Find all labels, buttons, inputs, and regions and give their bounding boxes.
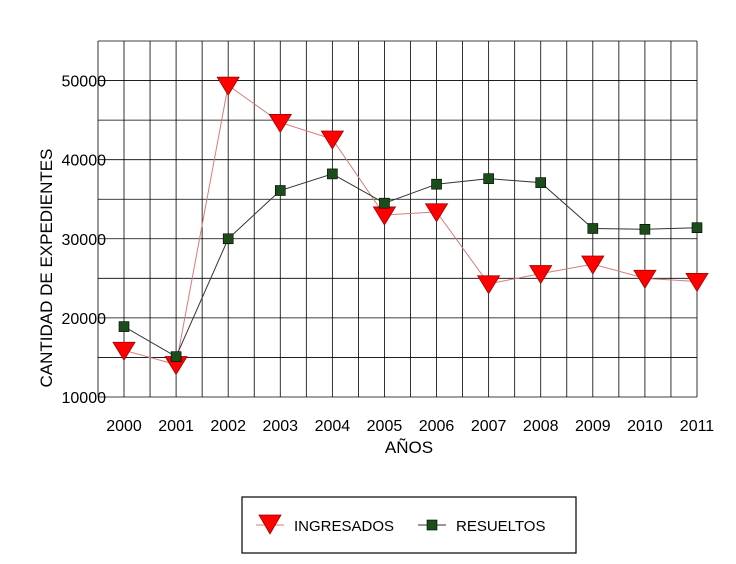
data-point-ingresados — [581, 255, 605, 275]
x-tick-label: 2003 — [262, 418, 298, 435]
legend-label-resueltos: RESUELTOS — [456, 518, 545, 535]
data-point-ingresados — [268, 113, 292, 134]
data-point-resueltos — [274, 185, 286, 196]
x-tick-label: 2008 — [523, 418, 559, 435]
y-tick-label: 20000 — [62, 311, 107, 328]
y-tick-label: 40000 — [62, 153, 107, 170]
data-point-resueltos — [118, 321, 130, 332]
data-point-resueltos — [691, 222, 703, 234]
x-tick-label: 2011 — [680, 418, 715, 435]
data-point-ingresados — [320, 130, 345, 150]
y-axis-ticks: 10000 20000 30000 40000 50000 — [62, 74, 107, 407]
data-point-ingresados — [529, 265, 553, 285]
legend-label-ingresados: INGRESADOS — [294, 518, 394, 535]
series-line-resueltos — [123, 173, 698, 358]
legend-box — [241, 496, 577, 554]
data-point-resueltos — [535, 177, 547, 188]
data-point-ingresados — [685, 272, 709, 293]
data-point-ingresados — [372, 206, 397, 226]
x-axis-label: AÑOS — [385, 438, 433, 457]
series-resueltos — [118, 168, 703, 362]
y-tick-label: 50000 — [62, 74, 107, 91]
legend: INGRESADOS RESUELTOS — [241, 496, 577, 554]
x-tick-label: 2002 — [210, 418, 246, 435]
data-point-resueltos — [483, 173, 494, 184]
legend-marker-ingresados — [258, 514, 282, 535]
data-point-ingresados — [112, 341, 136, 361]
data-point-ingresados — [633, 269, 657, 290]
x-axis-ticks: 2000 2001 2002 2003 2004 2005 2006 2007 2008 2009… — [106, 418, 714, 435]
data-point-resueltos — [639, 223, 651, 235]
x-tick-label: 2000 — [106, 418, 142, 435]
series-line-ingresados — [123, 84, 698, 366]
x-tick-label: 2004 — [315, 418, 351, 435]
series-ingresados — [112, 76, 709, 376]
legend-marker-resueltos — [426, 519, 438, 531]
data-point-resueltos — [222, 233, 234, 245]
data-point-resueltos — [379, 197, 390, 209]
x-tick-label: 2006 — [419, 418, 455, 435]
data-point-ingresados — [424, 203, 449, 223]
data-point-resueltos — [170, 351, 182, 362]
data-point-resueltos — [431, 178, 442, 190]
x-tick-label: 2009 — [575, 418, 611, 435]
data-point-resueltos — [587, 223, 599, 234]
data-point-resueltos — [327, 168, 338, 180]
x-tick-label: 2001 — [158, 418, 194, 435]
data-point-ingresados — [476, 275, 501, 295]
y-tick-label: 30000 — [62, 232, 107, 249]
x-tick-label: 2005 — [367, 418, 403, 435]
y-tick-label: 10000 — [62, 390, 107, 407]
grid-lines — [97, 40, 698, 398]
y-axis-label: CANTIDAD DE EXPEDIENTES — [37, 149, 56, 388]
x-tick-label: 2007 — [471, 418, 507, 435]
data-point-ingresados — [216, 76, 240, 96]
x-tick-label: 2010 — [627, 418, 663, 435]
